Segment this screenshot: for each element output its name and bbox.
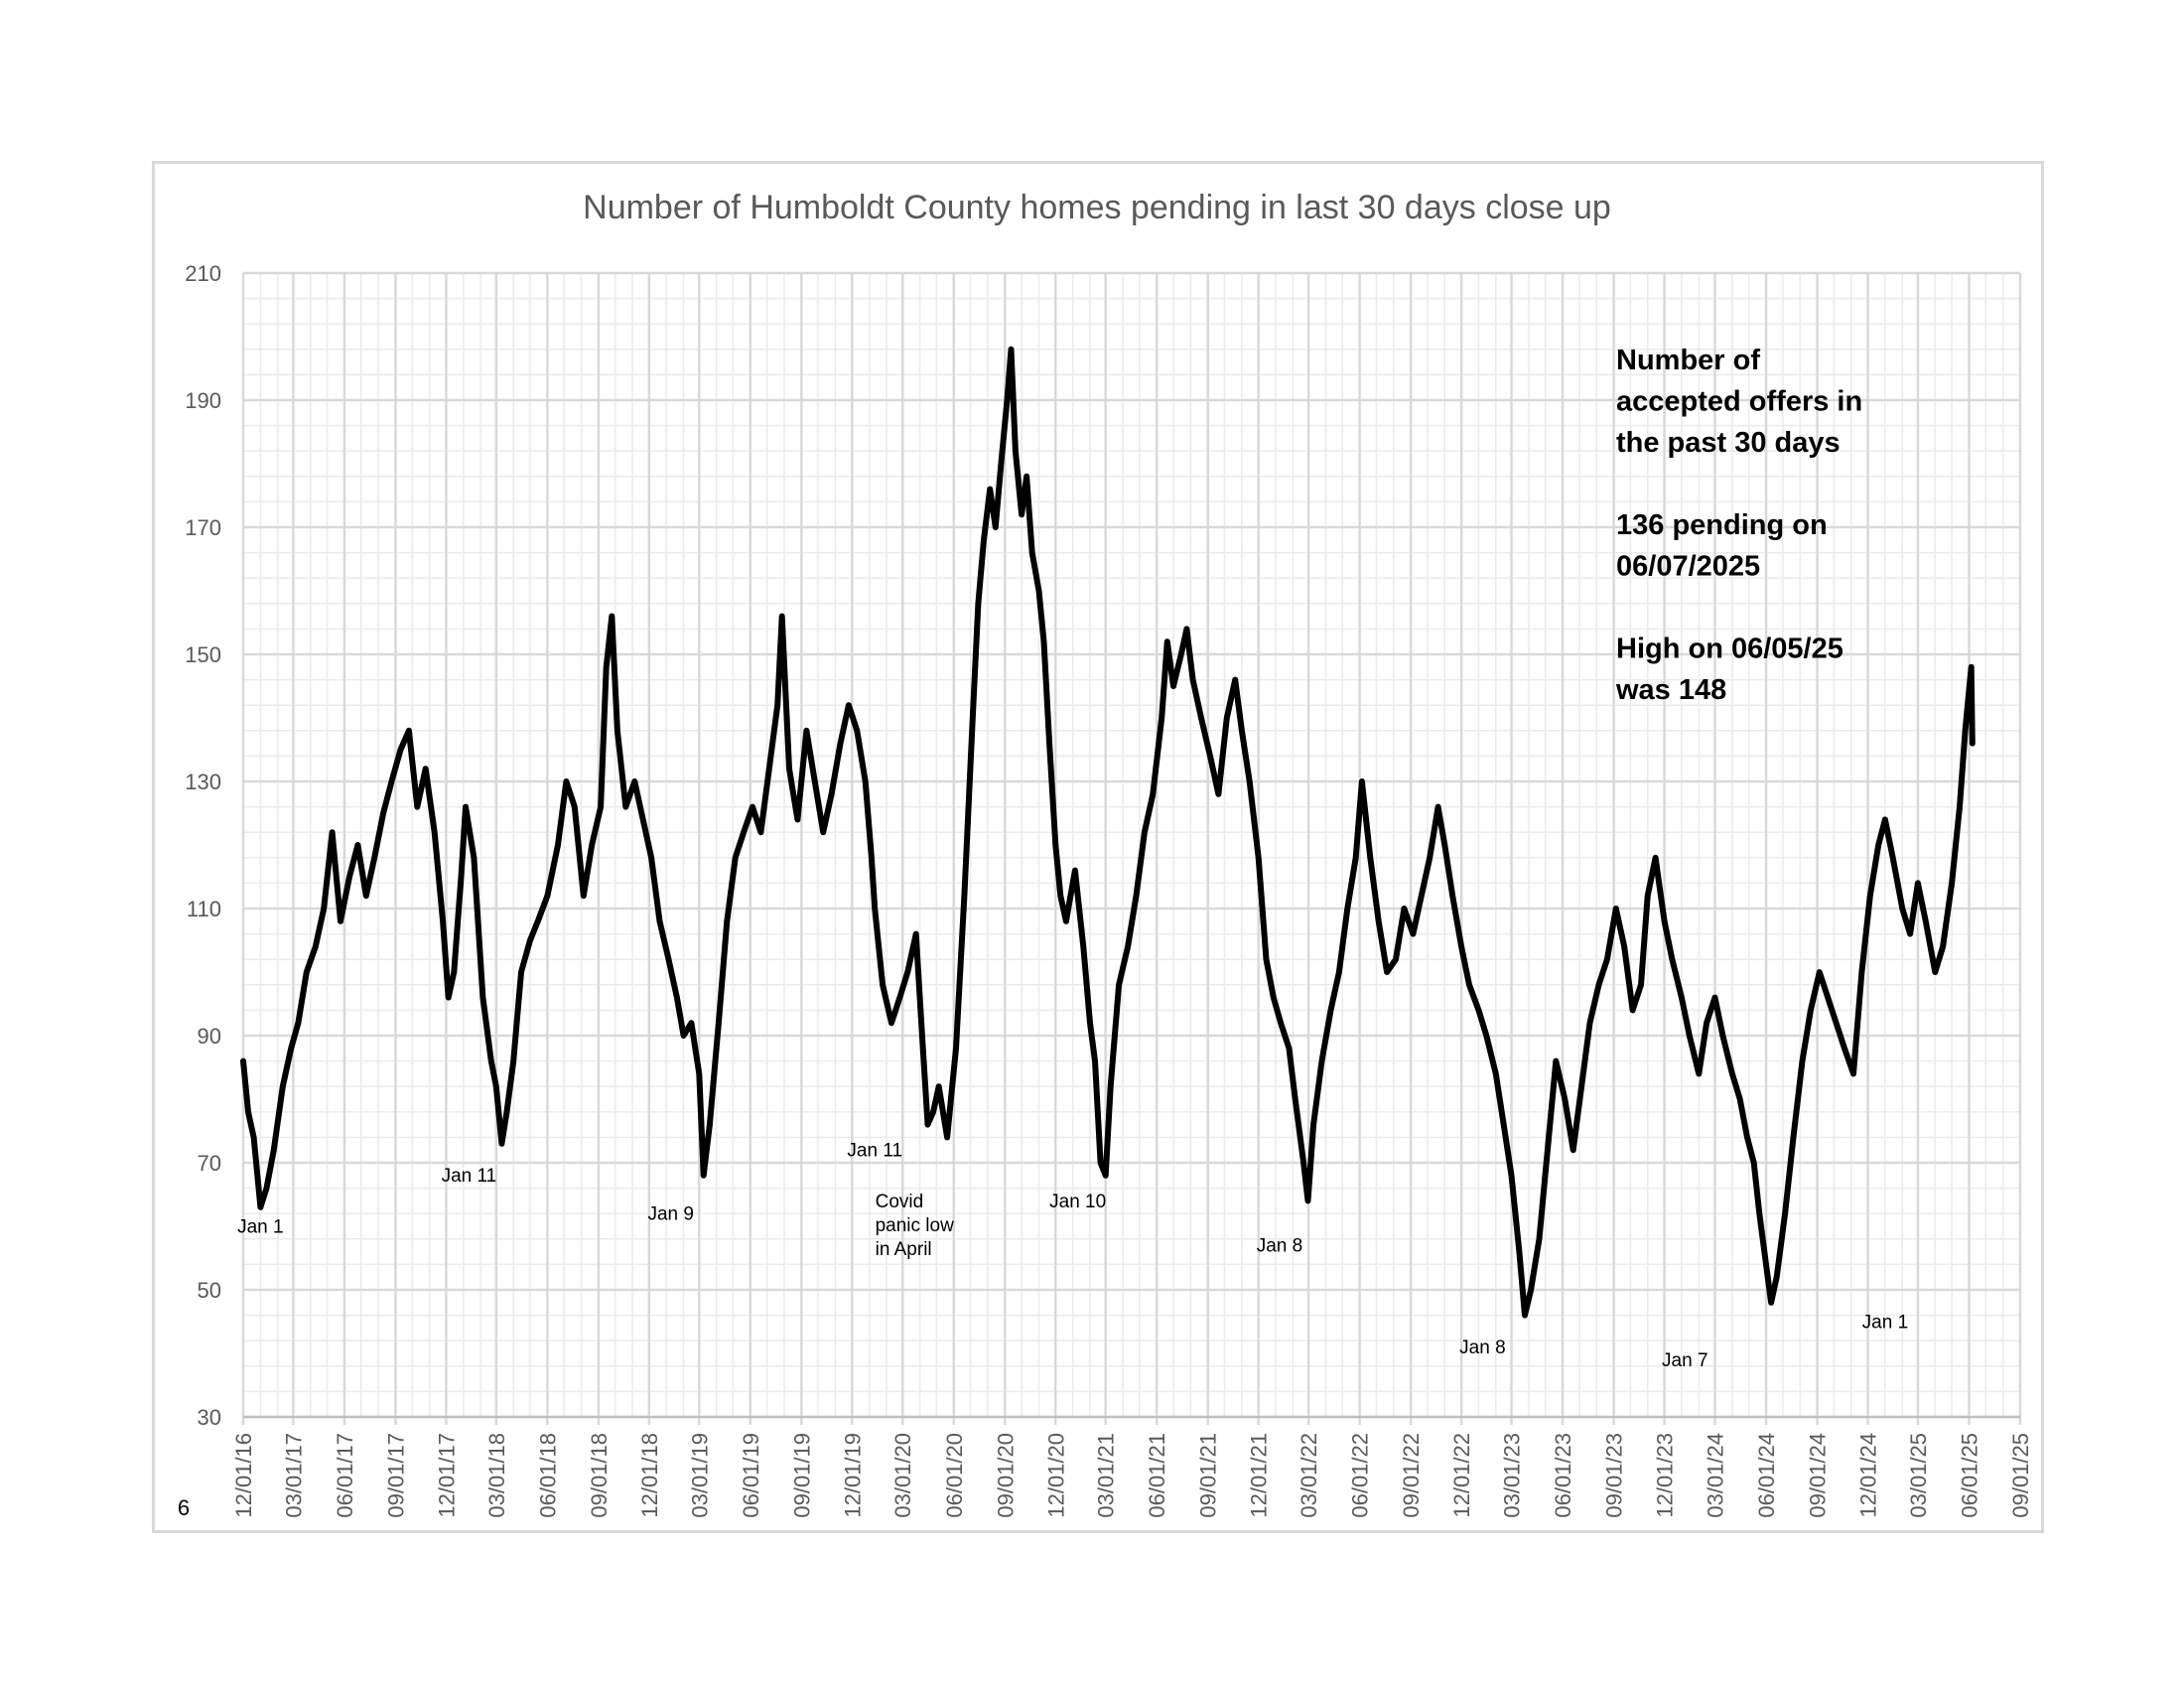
- x-tick-label: 09/01/20: [993, 1433, 1018, 1518]
- x-tick-label: 06/01/19: [739, 1433, 763, 1518]
- x-tick-label: 06/01/23: [1551, 1433, 1575, 1518]
- axes: 30 50 70 90 110 130 150 170 190 210 12/01/16 03/01/…: [185, 261, 2033, 1518]
- x-tick-label: 06/01/25: [1957, 1433, 1981, 1518]
- x-tick-label: 09/01/24: [1806, 1433, 1831, 1518]
- annotation-label: Jan 10: [1049, 1192, 1106, 1212]
- series-line: [240, 346, 1976, 1319]
- grid-lines: [241, 271, 2022, 1425]
- annotations: Jan 1 Jan 11 Jan 9 Jan 11 Covid panic low in A…: [237, 1141, 1908, 1371]
- x-tick-label: 03/01/24: [1704, 1433, 1728, 1518]
- annotation-label: Covid panic low in April: [876, 1192, 954, 1260]
- x-tick-label: 12/01/24: [1856, 1433, 1881, 1518]
- x-tick-label: 03/01/22: [1297, 1433, 1321, 1518]
- annotation-label: Jan 1: [237, 1216, 283, 1237]
- x-tick-label: 03/01/20: [890, 1433, 915, 1518]
- y-tick-label: 150: [185, 642, 221, 667]
- x-tick-label: 06/01/18: [535, 1433, 560, 1518]
- y-tick-label: 50: [198, 1278, 221, 1303]
- annotation-label: Jan 9: [647, 1204, 693, 1225]
- annotation-label: Jan 11: [442, 1166, 497, 1187]
- x-tick-label: 12/01/16: [231, 1433, 256, 1518]
- y-tick-label: 30: [198, 1405, 221, 1430]
- chart-title: Number of Humboldt County homes pending …: [583, 189, 1611, 226]
- x-tick-label: 09/01/21: [1196, 1433, 1221, 1518]
- y-tick-label: 70: [198, 1151, 221, 1176]
- x-tick-label: 03/01/19: [687, 1433, 712, 1518]
- series-layer: [240, 346, 1976, 1319]
- x-tick-label: 12/01/20: [1043, 1433, 1068, 1518]
- x-tick-label: 12/01/18: [637, 1433, 662, 1518]
- x-tick-label: 06/01/22: [1348, 1433, 1373, 1518]
- x-tick-label: 12/01/19: [840, 1433, 865, 1518]
- y-tick-label: 190: [185, 388, 221, 413]
- x-tick-label: 06/01/24: [1754, 1433, 1779, 1518]
- x-tick-label: 09/01/23: [1602, 1433, 1627, 1518]
- x-tick-label: 06/01/17: [333, 1433, 357, 1518]
- x-tick-label: 03/01/17: [281, 1433, 306, 1518]
- x-tick-label: 09/01/17: [383, 1433, 408, 1518]
- x-tick-label: 03/01/25: [1906, 1433, 1931, 1518]
- chart-frame: [152, 161, 2044, 1533]
- x-tick-label: 09/01/22: [1399, 1433, 1424, 1518]
- x-tick-label: 12/01/22: [1449, 1433, 1474, 1518]
- x-tick-label: 12/01/17: [434, 1433, 459, 1518]
- y-tick-label: 130: [185, 770, 221, 794]
- info-note: Number of accepted offers in the past 30 d…: [1615, 345, 1862, 706]
- x-tick-label: 12/01/21: [1247, 1433, 1272, 1518]
- annotation-label: Jan 11: [847, 1141, 902, 1162]
- note-text: Number of accepted offers in the past 30 d…: [1615, 345, 1862, 706]
- annotation-label: Jan 8: [1257, 1236, 1302, 1257]
- y-tick-label: 210: [185, 261, 221, 286]
- x-tick-label: 03/01/23: [1500, 1433, 1525, 1518]
- x-tick-label: 03/01/18: [484, 1433, 509, 1518]
- y-tick-label: 90: [198, 1024, 221, 1049]
- page-number: 6: [178, 1495, 190, 1520]
- x-tick-label: 06/01/21: [1145, 1433, 1169, 1518]
- y-tick-label: 170: [185, 515, 221, 540]
- x-tick-label: 09/01/19: [789, 1433, 814, 1518]
- annotation-label: Jan 8: [1459, 1337, 1505, 1358]
- x-tick-label: 12/01/23: [1653, 1433, 1678, 1518]
- y-tick-label: 110: [187, 897, 221, 921]
- x-tick-label: 06/01/20: [942, 1433, 967, 1518]
- x-tick-label: 03/01/21: [1094, 1433, 1119, 1518]
- annotation-label: Jan 1: [1862, 1312, 1908, 1333]
- x-tick-label: 09/01/25: [2008, 1433, 2033, 1518]
- x-tick-label: 09/01/18: [587, 1433, 612, 1518]
- annotation-label: Jan 7: [1662, 1350, 1707, 1371]
